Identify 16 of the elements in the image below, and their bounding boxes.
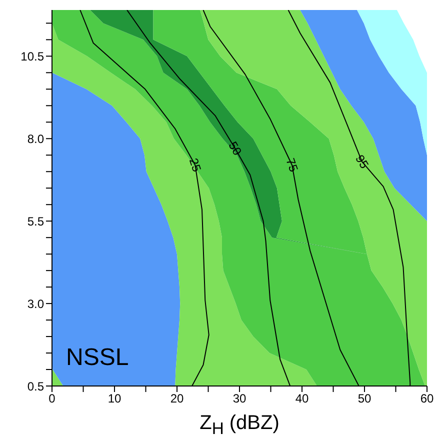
y-tick-label: 5.5 <box>27 214 44 228</box>
x-tick-label: 40 <box>295 392 309 406</box>
x-tick-label: 30 <box>232 392 246 406</box>
y-tick-label: 3.0 <box>27 296 44 311</box>
y-tick-label: 0.5 <box>27 379 44 394</box>
text: 75 <box>283 156 301 174</box>
x-tick-label: 60 <box>420 392 434 406</box>
x-tick-label: 0 <box>48 392 56 406</box>
text: 25 <box>186 156 204 174</box>
y-tick-label: 8.0 <box>27 132 44 146</box>
x-tick-label: 20 <box>170 392 184 406</box>
x-tick-label: 50 <box>358 392 372 406</box>
y-tick-label: 10.5 <box>20 49 44 64</box>
annotation: NSSL <box>66 344 129 372</box>
x-tick-label: 10 <box>108 392 122 406</box>
x-axis-title: Z$_{H}$ (dBZ) <box>198 412 280 439</box>
